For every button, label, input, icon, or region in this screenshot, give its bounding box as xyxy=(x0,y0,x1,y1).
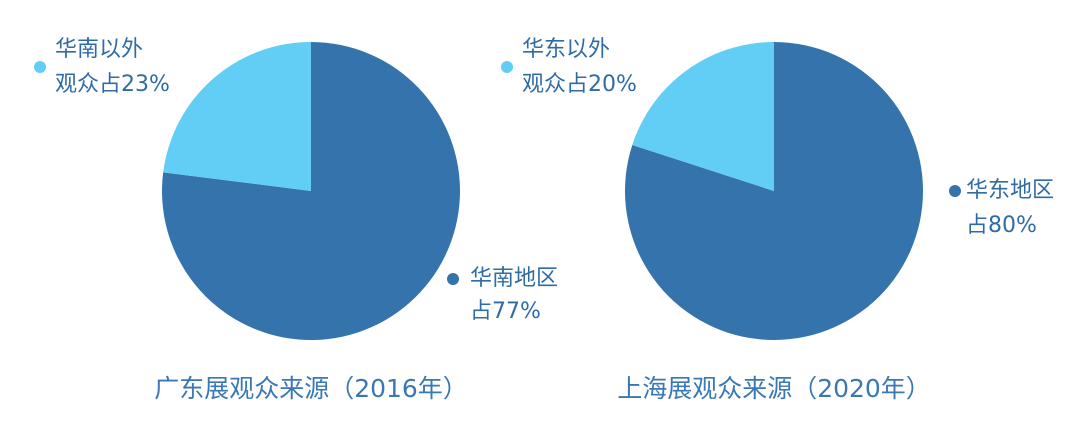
pie-slice xyxy=(163,42,311,191)
slice-value-label: 观众占20% xyxy=(522,72,637,97)
slice-label: 华南以外 xyxy=(55,37,143,62)
slice-label: 华南地区 xyxy=(470,266,558,291)
slice-label: 华东地区 xyxy=(966,178,1054,203)
chart-title: 广东展观众来源（2016年） xyxy=(154,374,468,403)
slice-value-label: 占80% xyxy=(966,213,1037,238)
legend-dot xyxy=(34,61,46,73)
chart-title: 上海展观众来源（2020年） xyxy=(617,374,931,403)
pie-slice xyxy=(632,42,774,191)
pie-slice xyxy=(625,42,924,340)
slice-value-label: 占77% xyxy=(470,299,541,324)
slice-value-label: 观众占23% xyxy=(55,72,170,97)
legend-dot xyxy=(501,61,513,73)
legend-dot xyxy=(949,185,961,197)
legend-dot xyxy=(447,273,459,285)
slice-label: 华东以外 xyxy=(522,37,610,62)
